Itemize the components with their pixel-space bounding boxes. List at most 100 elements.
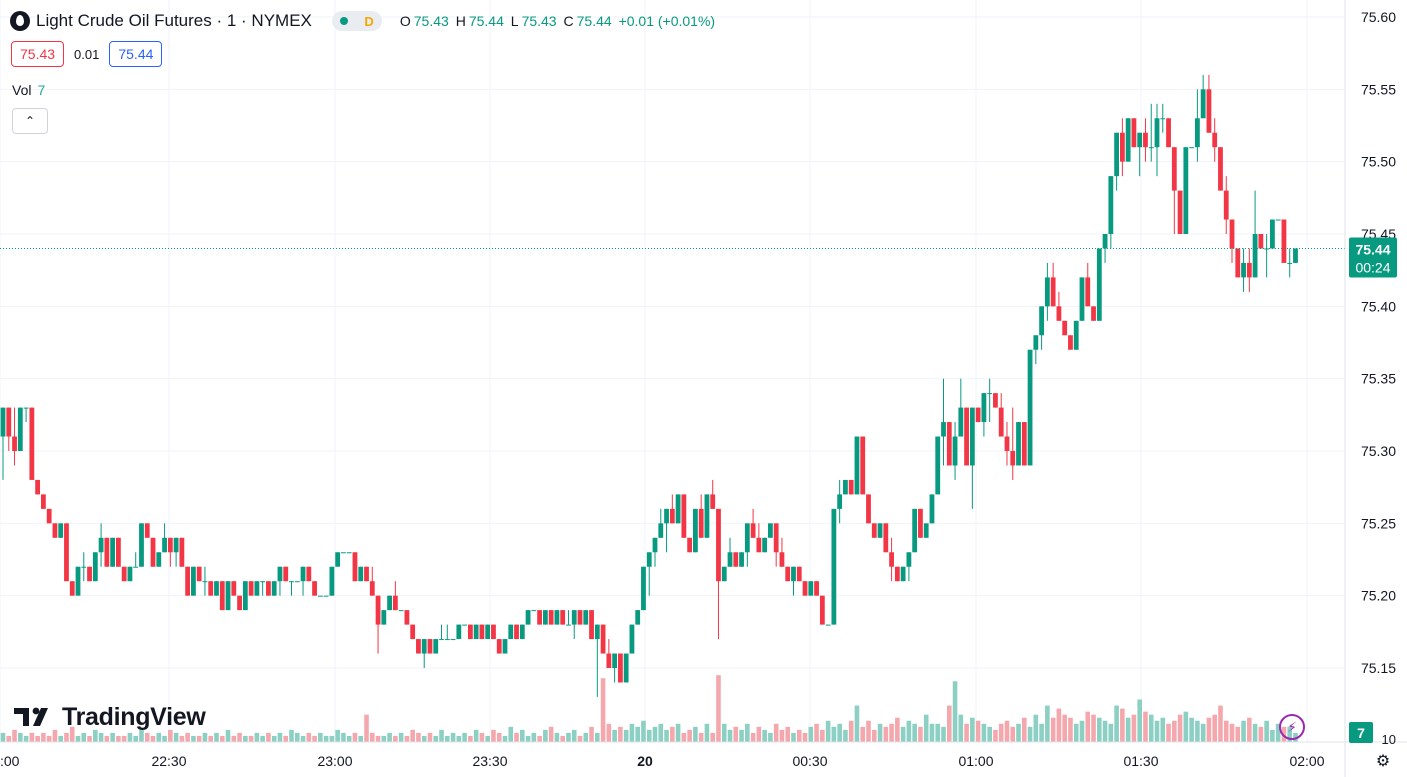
candle-body[interactable]: [387, 595, 392, 611]
candle-body[interactable]: [658, 523, 664, 538]
candle-body[interactable]: [883, 523, 889, 553]
candle-body[interactable]: [467, 624, 473, 640]
candle-body[interactable]: [456, 624, 462, 640]
candle-body[interactable]: [889, 552, 894, 567]
candle-body[interactable]: [196, 566, 202, 582]
candle-body[interactable]: [1114, 132, 1120, 177]
candle-body[interactable]: [35, 479, 41, 495]
candle-body[interactable]: [819, 595, 825, 625]
candle-body[interactable]: [589, 610, 594, 640]
candle-body[interactable]: [248, 581, 254, 596]
candle-body[interactable]: [1218, 147, 1223, 191]
candle-body[interactable]: [946, 422, 952, 466]
candle-body[interactable]: [525, 610, 531, 625]
candle-body[interactable]: [531, 610, 537, 612]
candle-body[interactable]: [214, 581, 219, 596]
candle-body[interactable]: [40, 494, 46, 509]
collapse-legend-button[interactable]: ⌃: [12, 108, 48, 134]
candle-body[interactable]: [710, 494, 716, 509]
candle-body[interactable]: [375, 595, 381, 625]
candle-body[interactable]: [64, 523, 69, 582]
candle-body[interactable]: [416, 639, 421, 654]
candle-body[interactable]: [46, 508, 52, 524]
candle-body[interactable]: [773, 523, 779, 553]
candle-body[interactable]: [242, 581, 248, 611]
candle-body[interactable]: [1108, 176, 1114, 234]
candle-body[interactable]: [369, 581, 375, 596]
candle-body[interactable]: [127, 566, 133, 582]
candle-body[interactable]: [473, 624, 479, 640]
candle-body[interactable]: [918, 508, 923, 538]
candle-body[interactable]: [1212, 132, 1218, 148]
lightning-icon[interactable]: ⚡: [1279, 714, 1305, 740]
candle-body[interactable]: [1102, 234, 1108, 249]
candle-body[interactable]: [600, 624, 606, 654]
candle-body[interactable]: [704, 494, 710, 538]
candle-body[interactable]: [912, 508, 918, 553]
candle-body[interactable]: [75, 566, 81, 596]
candle-body[interactable]: [606, 653, 612, 668]
candle-body[interactable]: [352, 552, 358, 582]
candle-body[interactable]: [508, 624, 514, 640]
candle-body[interactable]: [392, 595, 398, 611]
candle-body[interactable]: [1148, 147, 1154, 149]
candle-body[interactable]: [1270, 219, 1275, 249]
candle-body[interactable]: [427, 639, 433, 654]
candle-body[interactable]: [756, 537, 762, 553]
candle-body[interactable]: [566, 624, 571, 626]
candle-body[interactable]: [139, 523, 144, 567]
candle-body[interactable]: [646, 552, 652, 567]
candle-body[interactable]: [1073, 320, 1079, 350]
sell-button[interactable]: 75.43: [11, 41, 65, 67]
candle-body[interactable]: [837, 494, 843, 509]
candle-body[interactable]: [583, 610, 589, 625]
candle-body[interactable]: [231, 581, 237, 596]
candle-body[interactable]: [266, 581, 271, 596]
candle-body[interactable]: [1154, 118, 1160, 148]
candle-body[interactable]: [906, 552, 912, 567]
candle-body[interactable]: [987, 393, 993, 395]
candle-body[interactable]: [866, 494, 871, 524]
candle-body[interactable]: [110, 537, 116, 567]
symbol-title[interactable]: Light Crude Oil Futures · 1 · NYMEX: [36, 11, 312, 30]
candle-body[interactable]: [306, 566, 312, 582]
candle-body[interactable]: [92, 552, 98, 582]
candle-body[interactable]: [560, 610, 566, 625]
candle-body[interactable]: [1096, 248, 1102, 321]
candle-body[interactable]: [87, 566, 92, 582]
candle-body[interactable]: [439, 639, 444, 641]
candle-body[interactable]: [716, 508, 721, 582]
tradingview-logo[interactable]: TradingView: [14, 703, 206, 732]
candle-body[interactable]: [1160, 118, 1166, 120]
candle-body[interactable]: [998, 407, 1004, 437]
candle-body[interactable]: [952, 436, 958, 466]
candle-body[interactable]: [1287, 262, 1293, 264]
candle-body[interactable]: [1166, 118, 1171, 148]
candle-body[interactable]: [364, 566, 369, 582]
candle-body[interactable]: [358, 566, 364, 582]
candle-body[interactable]: [664, 508, 669, 524]
candle-body[interactable]: [156, 552, 162, 567]
candle-body[interactable]: [225, 581, 231, 611]
candle-body[interactable]: [612, 653, 618, 668]
candle-body[interactable]: [698, 508, 704, 538]
candle-body[interactable]: [808, 581, 814, 596]
candle-body[interactable]: [681, 494, 687, 538]
candle-body[interactable]: [1050, 277, 1056, 307]
candle-body[interactable]: [208, 581, 214, 596]
candle-body[interactable]: [317, 595, 323, 597]
candle-body[interactable]: [185, 566, 191, 596]
candle-body[interactable]: [900, 566, 906, 582]
candle-body[interactable]: [571, 610, 577, 625]
candle-body[interactable]: [843, 479, 848, 495]
gear-icon[interactable]: ⚙: [1375, 753, 1391, 770]
candle-body[interactable]: [116, 537, 121, 567]
candle-body[interactable]: [1004, 436, 1010, 451]
candle-body[interactable]: [58, 523, 64, 538]
candle-body[interactable]: [629, 624, 635, 654]
candle-body[interactable]: [0, 407, 6, 437]
candle-body[interactable]: [514, 624, 519, 640]
candle-body[interactable]: [693, 508, 698, 553]
candle-body[interactable]: [69, 581, 75, 596]
candle-body[interactable]: [1010, 451, 1016, 466]
